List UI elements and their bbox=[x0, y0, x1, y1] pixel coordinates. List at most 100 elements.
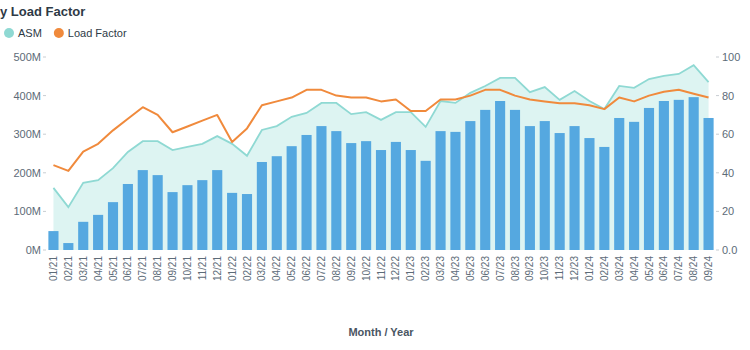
bar bbox=[406, 150, 416, 250]
x-tick-label: 06/21 bbox=[122, 256, 133, 281]
x-tick-label: 03/21 bbox=[78, 256, 89, 281]
plot-area bbox=[48, 65, 713, 250]
x-tick-label: 08/21 bbox=[152, 256, 163, 281]
x-tick-label: 08/24 bbox=[688, 256, 699, 281]
bar bbox=[584, 138, 594, 250]
x-tick-label: 07/24 bbox=[673, 256, 684, 281]
bar bbox=[63, 243, 73, 250]
bar bbox=[212, 170, 222, 250]
y-tick-label: 0M bbox=[26, 244, 41, 256]
y2-tick bbox=[716, 211, 719, 212]
y-tick-label: 100M bbox=[13, 205, 41, 217]
bar bbox=[391, 142, 401, 250]
y2-tick-label: 60 bbox=[722, 128, 734, 140]
bar bbox=[123, 184, 133, 250]
bar bbox=[242, 194, 252, 250]
x-tick-label: 11/21 bbox=[197, 256, 208, 281]
y2-tick-label: 100 bbox=[722, 51, 740, 63]
bar bbox=[167, 192, 177, 250]
y-tick-label: 300M bbox=[13, 128, 41, 140]
x-tick-label: 05/22 bbox=[286, 256, 297, 281]
chart: y Load Factor0M100M200M300M400M500M0.020… bbox=[0, 0, 750, 350]
bar bbox=[421, 161, 431, 250]
x-tick-label: 10/23 bbox=[539, 256, 550, 281]
x-tick-label: 09/22 bbox=[346, 256, 357, 281]
bar bbox=[689, 97, 699, 250]
bar bbox=[197, 180, 207, 250]
x-tick-label: 03/24 bbox=[614, 256, 625, 281]
bar bbox=[629, 122, 639, 250]
x-tick-label: 06/23 bbox=[480, 256, 491, 281]
y-tick-label: 500M bbox=[13, 51, 41, 63]
bar bbox=[674, 100, 684, 250]
bar bbox=[331, 131, 341, 250]
x-tick-label: 05/23 bbox=[465, 256, 476, 281]
y2-tick bbox=[716, 57, 719, 58]
x-tick-label: 03/22 bbox=[256, 256, 267, 281]
bar bbox=[361, 141, 371, 250]
bar bbox=[346, 143, 356, 250]
bar bbox=[48, 231, 58, 250]
x-tick-label: 01/22 bbox=[227, 256, 238, 281]
bar bbox=[153, 175, 163, 250]
x-tick-label: 08/23 bbox=[510, 256, 521, 281]
bar bbox=[480, 110, 490, 250]
bar bbox=[525, 126, 535, 250]
y-tick bbox=[43, 172, 46, 173]
bar bbox=[93, 215, 103, 250]
x-tick-label: 08/22 bbox=[331, 256, 342, 281]
y2-tick bbox=[716, 250, 719, 251]
legend-label: ASM bbox=[18, 27, 42, 39]
y-tick bbox=[43, 57, 46, 58]
x-tick-label: 04/23 bbox=[450, 256, 461, 281]
x-tick-label: 10/21 bbox=[182, 256, 193, 281]
x-tick-label: 07/23 bbox=[495, 256, 506, 281]
bar bbox=[465, 121, 475, 250]
x-tick-label: 02/23 bbox=[420, 256, 431, 281]
x-tick-label: 03/23 bbox=[435, 256, 446, 281]
bar bbox=[644, 108, 654, 250]
x-tick-label: 10/22 bbox=[361, 256, 372, 281]
x-tick-label: 04/21 bbox=[93, 256, 104, 281]
bar bbox=[272, 156, 282, 250]
x-tick-label: 09/24 bbox=[703, 256, 714, 281]
bar bbox=[569, 126, 579, 250]
bar bbox=[614, 118, 624, 250]
x-axis-title: Month / Year bbox=[348, 326, 414, 338]
x-tick-label: 06/22 bbox=[301, 256, 312, 281]
x-tick-label: 06/24 bbox=[658, 256, 669, 281]
area-fill bbox=[53, 65, 708, 250]
legend-label: Load Factor bbox=[68, 27, 127, 39]
y-tick bbox=[43, 134, 46, 135]
bar bbox=[495, 101, 505, 250]
bar bbox=[108, 202, 118, 250]
y2-tick bbox=[716, 134, 719, 135]
legend: ASM Load Factor bbox=[4, 27, 127, 39]
legend-swatch bbox=[54, 28, 64, 38]
y-tick bbox=[43, 250, 46, 251]
x-tick-label: 12/22 bbox=[390, 256, 401, 281]
legend-swatch bbox=[4, 28, 14, 38]
bar bbox=[138, 170, 148, 250]
y-tick-label: 200M bbox=[13, 167, 41, 179]
bar bbox=[182, 185, 192, 250]
bar bbox=[540, 121, 550, 250]
x-tick-label: 07/21 bbox=[137, 256, 148, 281]
x-tick-label: 12/21 bbox=[212, 256, 223, 281]
x-tick-label: 05/21 bbox=[108, 256, 119, 281]
bar bbox=[301, 135, 311, 250]
y2-tick-label: 0.0 bbox=[722, 244, 737, 256]
x-tick-label: 11/22 bbox=[376, 256, 387, 281]
bar bbox=[227, 193, 237, 250]
x-tick-label: 12/23 bbox=[569, 256, 580, 281]
bar bbox=[659, 101, 669, 250]
bar bbox=[450, 132, 460, 250]
x-tick-label: 04/24 bbox=[629, 256, 640, 281]
y-tick bbox=[43, 95, 46, 96]
x-tick-label: 11/23 bbox=[554, 256, 565, 281]
y2-tick-label: 40 bbox=[722, 167, 734, 179]
bar bbox=[287, 146, 297, 250]
x-tick-label: 01/24 bbox=[584, 256, 595, 281]
line bbox=[53, 90, 708, 171]
x-tick-label: 04/22 bbox=[271, 256, 282, 281]
